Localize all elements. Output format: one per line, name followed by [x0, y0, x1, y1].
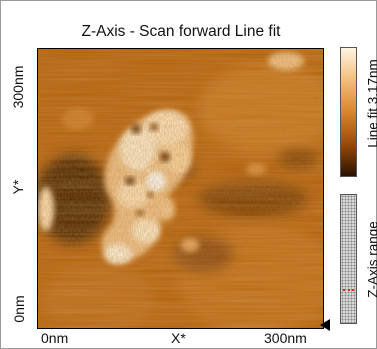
color-scale-label: Line fit 3.17nm — [365, 59, 377, 148]
topography-map — [38, 49, 323, 328]
image-title: Z-Axis - Scan forward Line fit — [81, 23, 281, 40]
y-axis-min-label: 0nm — [11, 295, 27, 323]
x-axis-title: X* — [171, 330, 186, 346]
x-axis-max-label: 300nm — [264, 330, 307, 346]
afm-scan-image[interactable] — [37, 48, 324, 329]
z-axis-range-slider[interactable] — [340, 194, 357, 324]
y-axis-max-label: 300nm — [10, 65, 26, 109]
range-marker[interactable] — [343, 289, 354, 291]
z-axis-range-label: Z-Axis range — [365, 221, 377, 298]
y-axis-title: Y* — [10, 179, 26, 195]
x-axis-min-label: 0nm — [41, 330, 69, 346]
range-pointer-icon[interactable] — [320, 319, 330, 331]
color-scale-bar — [340, 47, 357, 177]
